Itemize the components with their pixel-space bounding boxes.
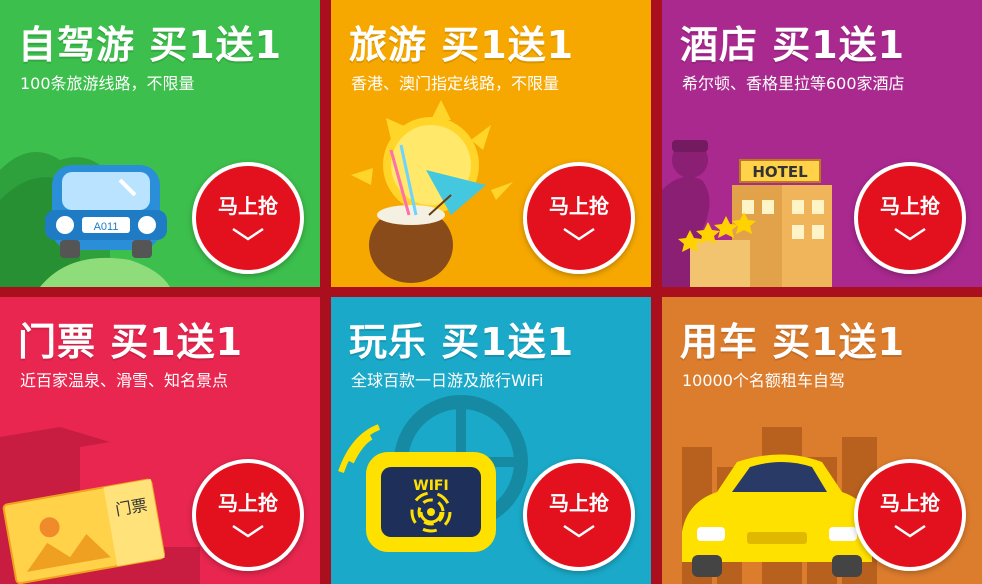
yellow-car-illustration <box>682 427 877 584</box>
hotel-illustration: HOTEL <box>662 140 832 287</box>
button-label: 马上抢 <box>549 490 609 515</box>
tile-subtitle: 近百家温泉、滑雪、知名景点 <box>20 371 229 390</box>
chevron-down-icon <box>232 524 264 538</box>
tile-subtitle: 全球百款一日游及旅行WiFi <box>351 371 544 390</box>
tile-subtitle: 10000个名额租车自驾 <box>682 371 845 390</box>
grab-now-button[interactable]: 马上抢 <box>523 459 635 571</box>
tile-fun[interactable]: WIFI 玩乐 买1送1 全球百款一日游及旅行WiFi 马上抢 <box>331 297 651 584</box>
grab-now-button[interactable]: 马上抢 <box>854 459 966 571</box>
tile-drive[interactable]: A011 自驾游 买1送1 100条旅游线路，不限量 马上抢 <box>0 0 320 287</box>
tile-subtitle: 希尔顿、香格里拉等600家酒店 <box>682 74 905 93</box>
tile-subtitle: 100条旅游线路，不限量 <box>20 74 195 93</box>
wifi-label: WIFI <box>413 478 448 494</box>
chevron-down-icon <box>894 524 926 538</box>
license-plate: A011 <box>94 221 119 233</box>
button-label: 马上抢 <box>549 193 609 218</box>
chevron-down-icon <box>894 227 926 241</box>
button-label: 马上抢 <box>218 490 278 515</box>
button-label: 马上抢 <box>880 490 940 515</box>
ticket-illustration: 门票 <box>0 427 200 584</box>
tile-title: 旅游 买1送1 <box>349 23 575 67</box>
tile-title: 酒店 买1送1 <box>680 23 906 67</box>
hotel-sign: HOTEL <box>752 163 808 181</box>
coconut-drink-illustration <box>351 100 513 283</box>
grab-now-button[interactable]: 马上抢 <box>192 459 304 571</box>
tile-hotel[interactable]: HOTEL 酒店 买1送1 希尔顿、香格里拉等600家酒店 马上抢 <box>662 0 982 287</box>
button-label: 马上抢 <box>218 193 278 218</box>
chevron-down-icon <box>563 524 595 538</box>
tile-travel[interactable]: 旅游 买1送1 香港、澳门指定线路，不限量 马上抢 <box>331 0 651 287</box>
grab-now-button[interactable]: 马上抢 <box>854 162 966 274</box>
grab-now-button[interactable]: 马上抢 <box>192 162 304 274</box>
tile-ticket[interactable]: 门票 门票 买1送1 近百家温泉、滑雪、知名景点 马上抢 <box>0 297 320 584</box>
chevron-down-icon <box>232 227 264 241</box>
chevron-down-icon <box>563 227 595 241</box>
car-illustration: A011 <box>0 152 170 287</box>
tile-subtitle: 香港、澳门指定线路，不限量 <box>351 74 560 93</box>
tile-title: 用车 买1送1 <box>680 320 906 364</box>
tile-title: 门票 买1送1 <box>18 320 244 364</box>
grab-now-button[interactable]: 马上抢 <box>523 162 635 274</box>
wifi-device-illustration: WIFI <box>338 395 528 552</box>
tile-title: 自驾游 买1送1 <box>18 23 283 67</box>
button-label: 马上抢 <box>880 193 940 218</box>
tile-car[interactable]: 用车 买1送1 10000个名额租车自驾 马上抢 <box>662 297 982 584</box>
tile-title: 玩乐 买1送1 <box>349 320 575 364</box>
